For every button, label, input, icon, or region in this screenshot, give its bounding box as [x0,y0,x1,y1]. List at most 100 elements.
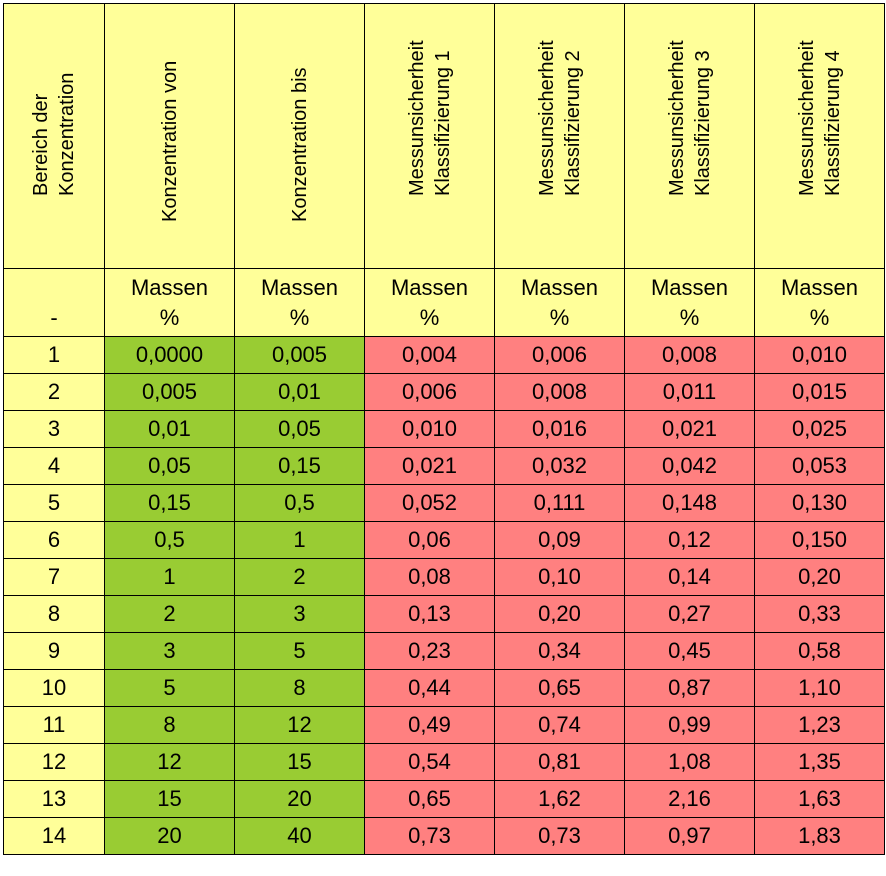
cell-uncertainty-class-4: 1,83 [754,817,885,855]
header-label-line: Messunsicherheit [665,40,688,196]
table-row: 3 0,01 0,05 0,010 0,016 0,021 0,025 [3,410,885,448]
cell-uncertainty-class-1: 0,65 [364,780,495,818]
header-cell-uncertainty-class-1: Messunsicherheit Klassifizierung 1 [364,3,495,269]
cell-uncertainty-class-2: 0,73 [494,817,625,855]
cell-uncertainty-class-1: 0,23 [364,632,495,670]
header-cell-uncertainty-class-4: Messunsicherheit Klassifizierung 4 [754,3,885,269]
unit-cell-uncertainty-class-2: Massen% [494,268,625,337]
cell-concentration-from: 3 [104,632,235,670]
cell-range-index: 1 [3,336,105,374]
cell-concentration-to: 12 [234,706,365,744]
cell-concentration-to: 0,15 [234,447,365,485]
unit-label-line: Massen [650,275,729,300]
cell-uncertainty-class-1: 0,06 [364,521,495,559]
cell-uncertainty-class-1: 0,021 [364,447,495,485]
table-row: 10 5 8 0,44 0,65 0,87 1,10 [3,669,885,707]
unit-label-line: - [50,305,58,330]
table-row: 11 8 12 0,49 0,74 0,99 1,23 [3,706,885,744]
cell-uncertainty-class-1: 0,73 [364,817,495,855]
cell-uncertainty-class-4: 0,58 [754,632,885,670]
cell-uncertainty-class-3: 0,45 [624,632,755,670]
cell-uncertainty-class-3: 0,011 [624,373,755,411]
cell-uncertainty-class-1: 0,08 [364,558,495,596]
table-row: 6 0,5 1 0,06 0,09 0,12 0,150 [3,521,885,559]
cell-uncertainty-class-3: 0,148 [624,484,755,522]
header-label-line: Konzentration von [158,60,181,222]
cell-uncertainty-class-3: 1,08 [624,743,755,781]
cell-concentration-from: 0,0000 [104,336,235,374]
measurement-uncertainty-table: Bereich der Konzentration Konzentration vo… [3,3,885,855]
unit-label-line: Massen [780,275,859,300]
cell-uncertainty-class-3: 0,042 [624,447,755,485]
cell-concentration-from: 12 [104,743,235,781]
cell-uncertainty-class-1: 0,54 [364,743,495,781]
cell-uncertainty-class-1: 0,44 [364,669,495,707]
cell-concentration-to: 40 [234,817,365,855]
header-cell-range-index: Bereich der Konzentration [3,3,105,269]
cell-concentration-to: 0,005 [234,336,365,374]
cell-uncertainty-class-2: 1,62 [494,780,625,818]
cell-uncertainty-class-4: 0,010 [754,336,885,374]
cell-uncertainty-class-2: 0,20 [494,595,625,633]
unit-label-line: % [809,305,830,330]
cell-uncertainty-class-1: 0,006 [364,373,495,411]
cell-uncertainty-class-3: 2,16 [624,780,755,818]
unit-label-line: % [289,305,310,330]
header-cell-concentration-to: Konzentration bis [234,3,365,269]
unit-label-line: Massen [260,275,339,300]
cell-uncertainty-class-1: 0,49 [364,706,495,744]
cell-concentration-from: 0,05 [104,447,235,485]
header-label-line: Klassifizierung 4 [821,50,844,196]
cell-range-index: 7 [3,558,105,596]
cell-uncertainty-class-2: 0,008 [494,373,625,411]
cell-range-index: 6 [3,521,105,559]
cell-uncertainty-class-3: 0,97 [624,817,755,855]
unit-label-line: % [419,305,440,330]
cell-range-index: 5 [3,484,105,522]
unit-label-line: Massen [130,275,209,300]
cell-uncertainty-class-2: 0,006 [494,336,625,374]
cell-uncertainty-class-2: 0,111 [494,484,625,522]
cell-uncertainty-class-1: 0,13 [364,595,495,633]
unit-cell-range-index: - [3,268,105,337]
cell-uncertainty-class-3: 0,021 [624,410,755,448]
cell-concentration-from: 0,005 [104,373,235,411]
cell-uncertainty-class-4: 1,23 [754,706,885,744]
unit-label-line: % [679,305,700,330]
cell-concentration-from: 0,5 [104,521,235,559]
cell-uncertainty-class-3: 0,14 [624,558,755,596]
unit-cell-uncertainty-class-1: Massen% [364,268,495,337]
unit-label-line: % [549,305,570,330]
header-label-line: Konzentration bis [288,67,311,222]
table-row: 9 3 5 0,23 0,34 0,45 0,58 [3,632,885,670]
unit-label-line: Massen [390,275,469,300]
cell-concentration-from: 20 [104,817,235,855]
cell-concentration-to: 5 [234,632,365,670]
header-label-line: Bereich der [30,93,52,196]
cell-concentration-from: 0,01 [104,410,235,448]
header-cell-uncertainty-class-3: Messunsicherheit Klassifizierung 3 [624,3,755,269]
cell-range-index: 13 [3,780,105,818]
table-row: 13 15 20 0,65 1,62 2,16 1,63 [3,780,885,818]
cell-concentration-to: 0,01 [234,373,365,411]
table-row: 2 0,005 0,01 0,006 0,008 0,011 0,015 [3,373,885,411]
table-row: 8 2 3 0,13 0,20 0,27 0,33 [3,595,885,633]
cell-range-index: 10 [3,669,105,707]
cell-uncertainty-class-4: 0,053 [754,447,885,485]
cell-concentration-from: 1 [104,558,235,596]
cell-range-index: 12 [3,743,105,781]
cell-uncertainty-class-4: 0,015 [754,373,885,411]
header-label-line: Messunsicherheit [405,40,428,196]
cell-concentration-to: 8 [234,669,365,707]
table-row: 7 1 2 0,08 0,10 0,14 0,20 [3,558,885,596]
header-cell-uncertainty-class-2: Messunsicherheit Klassifizierung 2 [494,3,625,269]
cell-uncertainty-class-1: 0,010 [364,410,495,448]
header-cell-concentration-from: Konzentration von [104,3,235,269]
header-label-line: Klassifizierung 3 [691,50,714,196]
unit-row: - Massen% Massen% Massen% Massen% Massen% Mass… [3,268,885,337]
cell-concentration-to: 15 [234,743,365,781]
unit-label-line: Massen [520,275,599,300]
cell-uncertainty-class-4: 0,33 [754,595,885,633]
cell-uncertainty-class-2: 0,032 [494,447,625,485]
cell-concentration-from: 8 [104,706,235,744]
